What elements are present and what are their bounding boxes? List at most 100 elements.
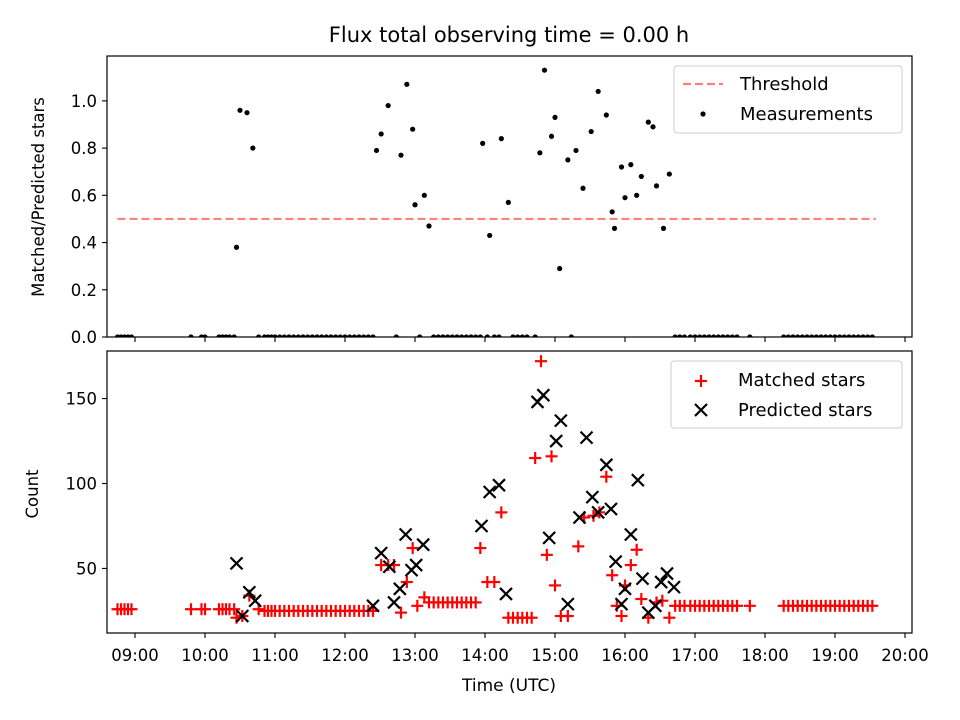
measurement-point [781, 334, 787, 337]
predicted-star-d2 [398, 527, 413, 542]
bottom-x-ticks: 09:00 10:00 11:00 12:00 13:00 14:00 15:00 16:00… [111, 633, 929, 665]
measurement-point [634, 192, 640, 198]
predicted-star-point [624, 527, 638, 542]
x-tick-label: 16:00 [601, 646, 649, 665]
legend-matched-icon [695, 375, 707, 387]
measurement-point [459, 334, 465, 337]
measurement-point [426, 223, 432, 229]
top-y-ticks: 0.0 0.2 0.4 0.6 0.8 1.0 [71, 92, 107, 347]
predicted-star-point [374, 546, 388, 560]
matched-star-point [572, 540, 585, 553]
predicted-star-point [416, 537, 430, 552]
measurement-point [681, 334, 688, 337]
predicted-star-d2 [235, 609, 250, 623]
measurement-point [393, 334, 399, 337]
x-tick-label: 10:00 [181, 646, 229, 665]
predicted-star-point [366, 599, 380, 613]
matched-star-point [395, 606, 407, 619]
legend-measurements-label: Measurements [740, 104, 873, 125]
predicted-star-point [631, 473, 645, 487]
measurement-point [580, 185, 586, 191]
predicted-star-point [579, 430, 594, 445]
measurement-point [729, 334, 735, 337]
measurement-point [477, 334, 483, 337]
top-y-axis-label: Matched/Predicted stars [29, 97, 48, 297]
predicted-star-point [235, 609, 250, 623]
matched-star-point [624, 559, 637, 572]
measurement-point [291, 334, 297, 337]
x-tick-label: 13:00 [391, 646, 439, 665]
matched-star-point [125, 603, 138, 616]
predicted-star-d2 [542, 531, 556, 545]
predicted-star-point [393, 582, 407, 596]
measurement-point [421, 192, 427, 198]
measurement-point [498, 136, 504, 142]
matched-star-point [411, 599, 424, 612]
predicted-star-point [409, 558, 423, 572]
measurement-point [532, 334, 538, 337]
predicted-star-point [604, 502, 618, 516]
predicted-star-point [648, 599, 663, 613]
measurement-point [799, 334, 805, 337]
measurement-point [319, 334, 325, 337]
measurement-point [333, 334, 339, 337]
predicted-star-d2 [604, 502, 618, 516]
bottom-y-tick-label: 150 [66, 390, 98, 409]
measurement-point [524, 334, 530, 337]
matched-star-point [606, 569, 619, 582]
measurement-point [790, 334, 796, 337]
predicted-star-d2 [635, 571, 650, 586]
measurement-point [603, 112, 609, 118]
matched-star-point [185, 603, 197, 616]
top-y-tick-label: 0.0 [71, 328, 97, 347]
predicted-star-d2 [624, 527, 638, 542]
measurement-point [487, 232, 493, 239]
predicted-star-d2 [660, 566, 674, 581]
predicted-star-d2 [366, 599, 380, 613]
measurement-point [473, 334, 479, 337]
measurement-point [202, 334, 208, 337]
bottom-y-tick-label: 100 [66, 475, 98, 494]
predicted-star-point [585, 490, 600, 504]
top-y-tick-label: 1.0 [71, 92, 97, 111]
measurement-point [281, 334, 287, 337]
predicted-star-d2 [585, 490, 600, 504]
measurement-point [463, 334, 469, 337]
measurement-point [484, 334, 490, 337]
predicted-star-d2 [374, 546, 388, 560]
measurement-point [697, 334, 703, 337]
x-tick-label: 19:00 [811, 646, 859, 665]
measurement-point [568, 334, 574, 337]
measurement-point [412, 202, 418, 208]
top-y-tick-label: 0.2 [71, 281, 97, 300]
measurement-point [565, 157, 571, 163]
predicted-star-point [635, 571, 650, 586]
measurement-point [314, 334, 320, 337]
predicted-star-point [542, 531, 556, 545]
top-y-tick-label: 0.6 [71, 186, 97, 205]
predicted-star-d2 [554, 413, 568, 428]
measurement-point [233, 244, 240, 250]
top-chart-title: Flux total observing time = 0.00 h [329, 23, 689, 47]
measurement-point [869, 334, 875, 337]
matched-star-point [545, 450, 558, 463]
predicted-star-d2 [382, 559, 397, 574]
measurement-point [666, 171, 672, 177]
measurement-point [588, 128, 594, 135]
measurement-point [505, 199, 511, 206]
measurement-point [323, 334, 329, 337]
measurement-point [356, 334, 362, 337]
matched-star-point [743, 599, 756, 612]
measurement-point [445, 334, 451, 337]
legend-predicted-icon [694, 403, 708, 417]
measurement-point [309, 334, 315, 337]
matched-star-point [525, 611, 538, 624]
measurement-point [855, 334, 861, 337]
top-x-ticks [134, 337, 906, 342]
measurement-point [244, 110, 250, 116]
measurement-point [454, 334, 460, 337]
predicted-star-d2 [416, 537, 430, 552]
measurement-point [286, 334, 292, 337]
measurement-point [747, 334, 753, 337]
